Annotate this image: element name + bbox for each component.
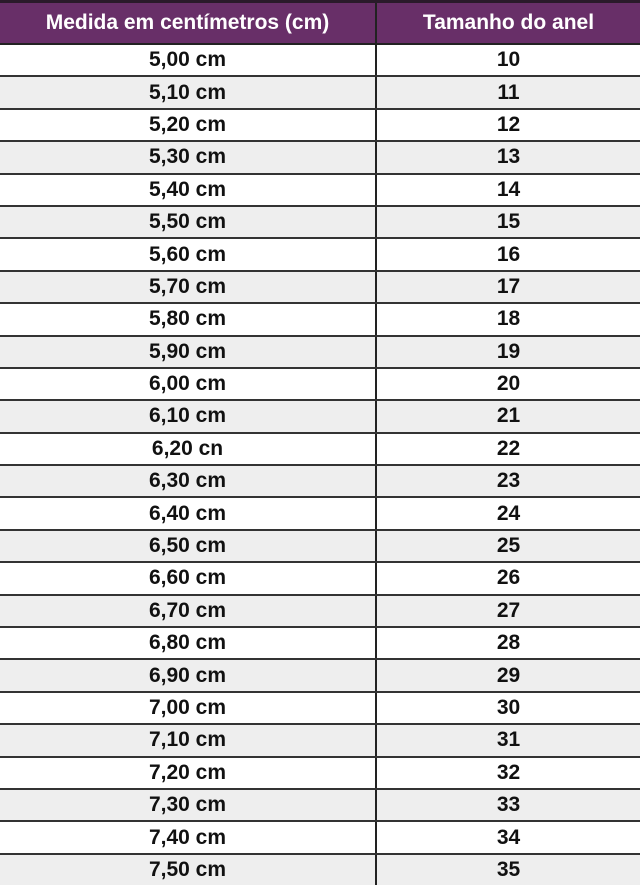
table-row: 6,00 cm 20 xyxy=(0,368,640,402)
cell-ring-size: 33 xyxy=(496,793,521,817)
table-row: 5,70 cm 17 xyxy=(0,271,640,305)
table-header: Medida em centímetros (cm) Tamanho do an… xyxy=(0,3,640,45)
cell-measure-cm: 6,90 cm xyxy=(0,660,377,691)
table-body: 5,00 cm 10 5,10 cm 11 5,20 cm 12 5,30 cm 13 5,40… xyxy=(0,45,640,886)
cell-ring-size: 30 xyxy=(496,696,521,719)
cell-ring-size: 27 xyxy=(496,598,521,622)
cell-ring-size: 21 xyxy=(496,404,521,428)
table-row: 5,10 cm 11 xyxy=(0,77,640,110)
cell-measure-cm: 6,30 cm xyxy=(0,466,377,497)
cell-measure-cm: 6,00 cm xyxy=(0,368,377,400)
table-row: 6,80 cm 28 xyxy=(0,628,640,661)
cell-measure-cm: 5,60 cm xyxy=(0,239,377,270)
cell-ring-size: 13 xyxy=(496,145,521,169)
cell-ring-size: 15 xyxy=(496,210,521,234)
cell-ring-size: 20 xyxy=(496,372,521,396)
table-row: 6,40 cm 24 xyxy=(0,498,640,531)
header-ring-size: Tamanho do anel xyxy=(422,11,595,34)
cell-measure-cm: 5,00 cm xyxy=(0,45,377,76)
cell-measure-cm: 5,20 cm xyxy=(0,109,377,141)
table-row: 6,60 cm 26 xyxy=(0,563,640,596)
table-row: 6,70 cm 27 xyxy=(0,595,640,629)
cell-measure-cm: 5,70 cm xyxy=(0,271,377,303)
table-row: 6,50 cm 25 xyxy=(0,530,640,564)
header-measure-cm: Medida em centímetros (cm) xyxy=(0,3,377,43)
table-top-border xyxy=(0,0,640,3)
cell-measure-cm: 6,70 cm xyxy=(0,595,377,627)
cell-ring-size: 35 xyxy=(496,857,521,881)
cell-ring-size: 28 xyxy=(496,631,521,655)
cell-measure-cm: 5,40 cm xyxy=(0,174,377,205)
cell-measure-cm: 7,00 cm xyxy=(0,692,377,724)
table-row: 6,10 cm 21 xyxy=(0,401,640,434)
cell-ring-size: 24 xyxy=(496,501,521,525)
cell-ring-size: 19 xyxy=(496,339,521,363)
cell-measure-cm: 6,10 cm xyxy=(0,401,377,432)
table-row: 7,30 cm 33 xyxy=(0,789,640,823)
table-row: 5,80 cm 18 xyxy=(0,304,640,337)
table-row: 5,40 cm 14 xyxy=(0,174,640,207)
cell-ring-size: 29 xyxy=(496,663,521,687)
table-row: 6,90 cm 29 xyxy=(0,660,640,693)
cell-ring-size: 14 xyxy=(496,177,521,201)
table-row: 5,20 cm 12 xyxy=(0,109,640,143)
cell-ring-size: 18 xyxy=(496,307,521,331)
cell-ring-size: 34 xyxy=(496,825,521,849)
table-row: 7,00 cm 30 xyxy=(0,692,640,726)
cell-measure-cm: 5,30 cm xyxy=(0,142,377,173)
cell-measure-cm: 6,40 cm xyxy=(0,498,377,529)
cell-ring-size: 16 xyxy=(496,242,521,266)
cell-measure-cm: 7,50 cm xyxy=(0,854,377,886)
cell-ring-size: 17 xyxy=(496,274,521,298)
cell-measure-cm: 7,10 cm xyxy=(0,725,377,756)
cell-ring-size: 31 xyxy=(496,728,521,752)
cell-measure-cm: 5,80 cm xyxy=(0,304,377,335)
cell-ring-size: 23 xyxy=(496,469,521,493)
table-row: 6,20 cn 22 xyxy=(0,433,640,467)
cell-measure-cm: 5,90 cm xyxy=(0,336,377,367)
cell-measure-cm: 6,50 cm xyxy=(0,530,377,562)
cell-measure-cm: 7,40 cm xyxy=(0,822,377,853)
cell-measure-cm: 6,20 cn xyxy=(0,433,377,465)
table-row: 5,00 cm 10 xyxy=(0,45,640,78)
cell-ring-size: 26 xyxy=(496,566,521,590)
table-row: 7,20 cm 32 xyxy=(0,757,640,790)
cell-measure-cm: 5,50 cm xyxy=(0,206,377,238)
table-row: 5,30 cm 13 xyxy=(0,142,640,175)
table-row: 6,30 cm 23 xyxy=(0,466,640,499)
table-row: 7,50 cm 35 xyxy=(0,854,640,886)
table-row: 5,50 cm 15 xyxy=(0,206,640,240)
cell-ring-size: 22 xyxy=(496,436,521,460)
cell-measure-cm: 5,10 cm xyxy=(0,77,377,108)
cell-measure-cm: 6,60 cm xyxy=(0,563,377,594)
cell-measure-cm: 6,80 cm xyxy=(0,628,377,659)
cell-ring-size: 12 xyxy=(496,112,521,136)
table-row: 5,60 cm 16 xyxy=(0,239,640,272)
cell-ring-size: 10 xyxy=(496,48,521,72)
table-row: 7,40 cm 34 xyxy=(0,822,640,855)
cell-measure-cm: 7,20 cm xyxy=(0,757,377,788)
cell-measure-cm: 7,30 cm xyxy=(0,789,377,821)
table-row: 7,10 cm 31 xyxy=(0,725,640,758)
cell-ring-size: 32 xyxy=(496,760,521,784)
cell-ring-size: 11 xyxy=(497,80,520,104)
table-row: 5,90 cm 19 xyxy=(0,336,640,369)
cell-ring-size: 25 xyxy=(496,534,521,558)
